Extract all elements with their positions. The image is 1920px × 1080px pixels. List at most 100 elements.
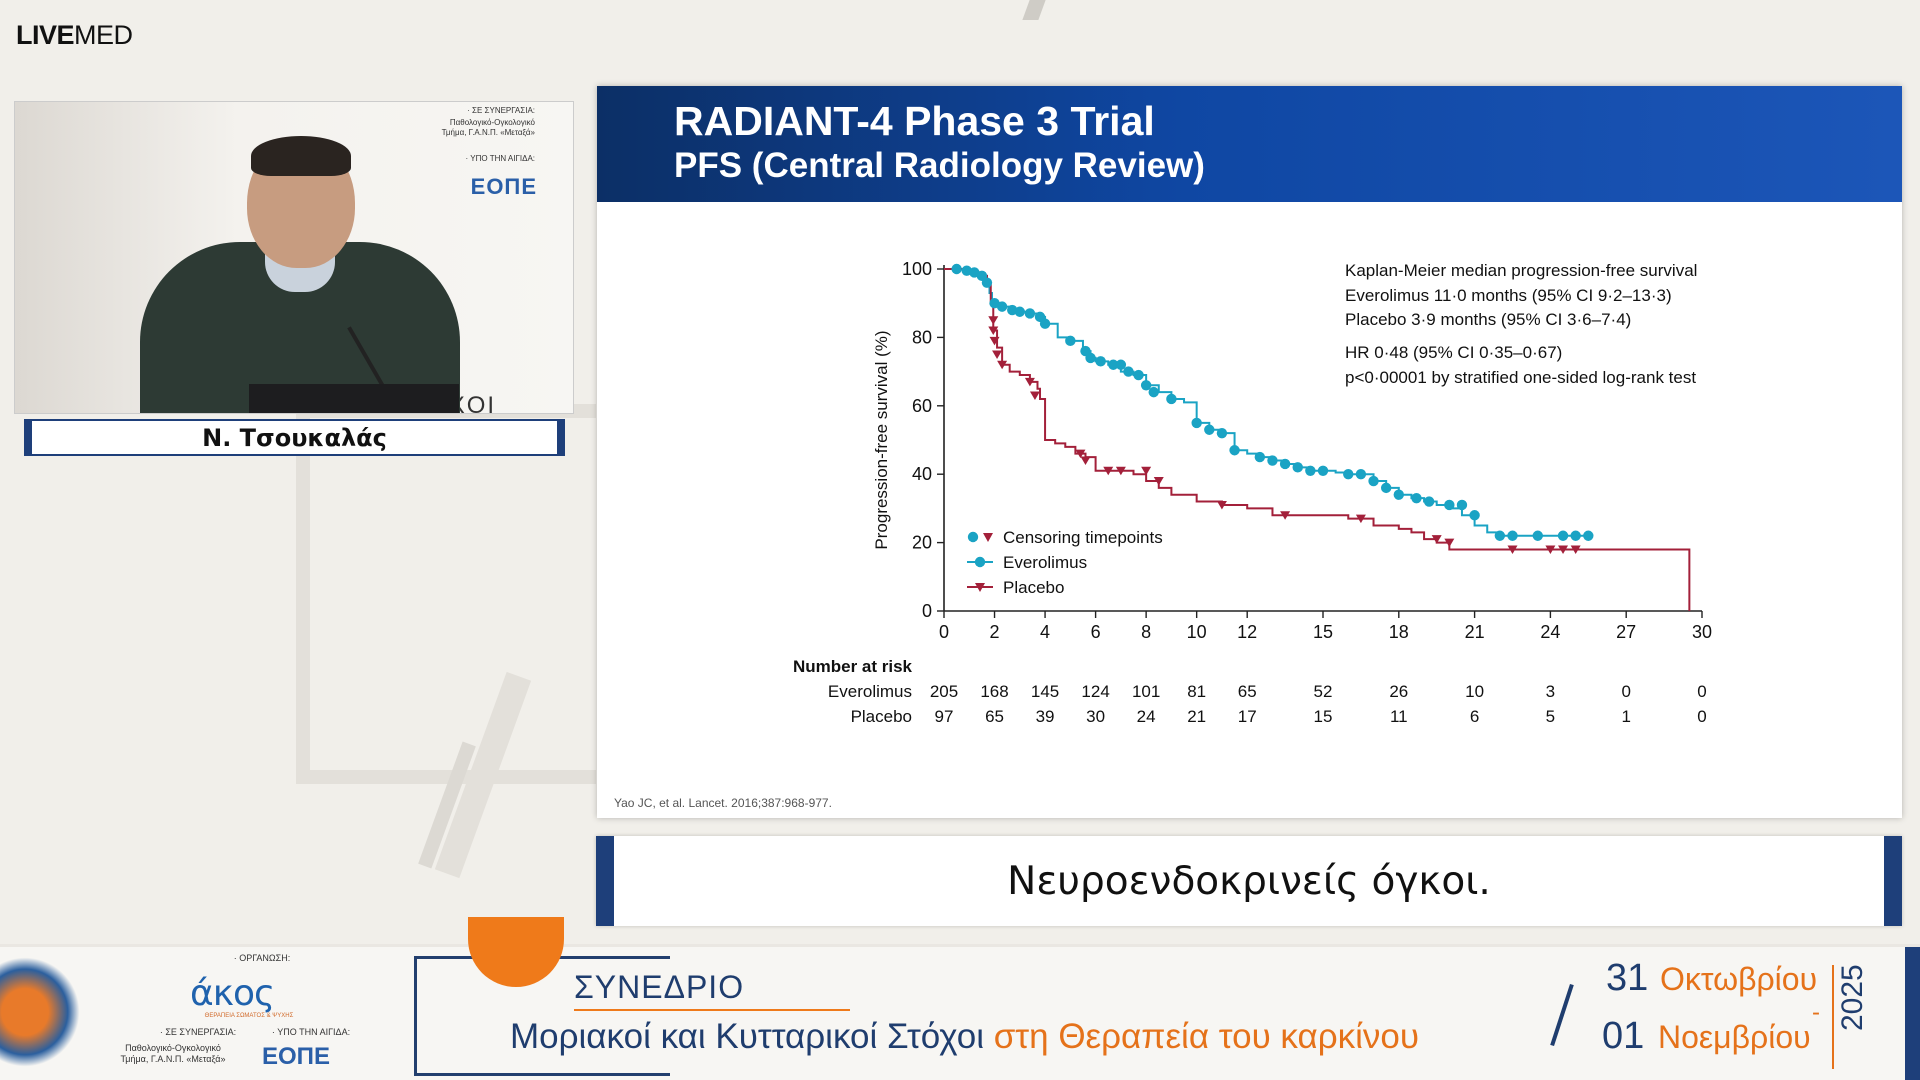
footer-collab-label: · ΣΕ ΣΥΝΕΡΓΑΣΙΑ: [159, 1027, 237, 1037]
date-start-month: Οκτωβρίου [1660, 961, 1818, 997]
speaker-name-bar: Ν. Τσουκαλάς [24, 419, 565, 456]
x-tick-label: 18 [1389, 622, 1409, 642]
censor-marker-placebo [1444, 538, 1455, 548]
risk-cell: 3 [1546, 682, 1555, 701]
censor-marker-everolimus [1204, 424, 1215, 435]
censor-marker-everolimus [1095, 356, 1106, 367]
conference-label: ΣΥΝΕΔΡΙΟ [574, 969, 745, 1005]
stats-line-1: Kaplan-Meier median progression-free sur… [1345, 261, 1697, 280]
caption-bar: Νευροενδοκρινείς όγκοι. [596, 836, 1902, 926]
censor-marker-placebo [1080, 456, 1091, 466]
censor-marker-placebo [1075, 449, 1086, 459]
risk-row-label: Placebo [851, 707, 912, 726]
background-frame-decoration [296, 404, 596, 784]
date-slash-divider [1550, 983, 1574, 1047]
speaker-hair [251, 136, 351, 176]
x-tick-label: 4 [1040, 622, 1050, 642]
footer-right-edge [1905, 947, 1920, 1080]
censor-marker-placebo [989, 336, 1000, 346]
x-tick-label: 24 [1540, 622, 1560, 642]
censor-marker-everolimus [1583, 530, 1594, 541]
x-tick-label: 6 [1091, 622, 1101, 642]
livemed-logo: LIVEMED [16, 20, 133, 51]
footer-collab-dept-2: Τμήμα, Γ.Α.Ν.Π. «Μεταξά» [120, 1054, 226, 1064]
risk-table-header: Number at risk [793, 657, 913, 676]
censor-marker-everolimus [1267, 455, 1278, 466]
risk-cell: 21 [1187, 707, 1206, 726]
legend-censor-triangle [983, 533, 993, 542]
slide-citation: Yao JC, et al. Lancet. 2016;387:968-977. [614, 796, 832, 810]
logo-bold: LIVE [16, 20, 75, 50]
y-tick-label: 60 [912, 396, 932, 416]
x-tick-label: 12 [1237, 622, 1257, 642]
censor-marker-placebo [1216, 500, 1227, 510]
y-tick-label: 0 [922, 601, 932, 621]
background-top-decoration [1022, 0, 1046, 20]
risk-row-label: Everolimus [828, 682, 912, 701]
conference-title-main: Μοριακοί και Κυτταρικοί Στόχοι [510, 1017, 994, 1056]
censor-marker-everolimus [1444, 499, 1455, 511]
conference-title: Μοριακοί και Κυτταρικοί Στόχοι στη Θεραπ… [510, 1017, 1419, 1057]
censor-marker-placebo [988, 316, 999, 325]
x-tick-label: 10 [1187, 622, 1207, 642]
slide-subtitle: PFS (Central Radiology Review) [674, 146, 1205, 185]
censor-marker-everolimus [1148, 386, 1159, 398]
risk-cell: 17 [1238, 707, 1257, 726]
censor-marker-placebo [1115, 466, 1126, 476]
censor-marker-everolimus [1039, 318, 1051, 329]
stats-line-2: Everolimus 11·0 months (95% CI 9·2–13·3) [1345, 286, 1672, 305]
km-curve-everolimus [944, 268, 1589, 537]
censor-marker-everolimus [1123, 366, 1134, 377]
video-collab-dept-2: Τμήμα, Γ.Α.Ν.Π. «Μεταξά» [441, 128, 535, 137]
legend-label-placebo: Placebo [1003, 578, 1064, 597]
censor-marker-placebo [1558, 545, 1569, 554]
date-start-day: 31 [1606, 957, 1649, 999]
censor-marker-everolimus [1065, 335, 1076, 347]
x-tick-label: 27 [1616, 622, 1636, 642]
legend-marker-everolimus [974, 556, 986, 568]
risk-cell: 65 [985, 707, 1004, 726]
censor-marker-everolimus [1133, 369, 1144, 381]
risk-cell: 168 [980, 682, 1008, 701]
speaker-name: Ν. Τσουκαλάς [202, 423, 387, 452]
censor-marker-everolimus [1254, 451, 1266, 463]
risk-cell: 5 [1546, 707, 1555, 726]
x-tick-label: 2 [990, 622, 1000, 642]
censor-marker-everolimus [1085, 352, 1096, 364]
risk-cell: 39 [1036, 707, 1055, 726]
akos-logo: άκος [190, 973, 275, 1014]
censor-marker-placebo [997, 360, 1008, 370]
censor-marker-everolimus [1393, 489, 1404, 500]
censor-marker-everolimus [996, 301, 1008, 312]
risk-cell: 145 [1031, 682, 1059, 701]
video-collab-dept-1: Παθολογικό-Ογκολογικό [449, 118, 535, 127]
censor-marker-everolimus [1456, 499, 1468, 511]
footer-paint-splash [0, 957, 80, 1067]
censor-marker-everolimus [1108, 359, 1119, 370]
date-end-month: Νοεμβρίου [1658, 1019, 1811, 1055]
legend-label-everolimus: Everolimus [1003, 553, 1087, 572]
risk-cell: 15 [1314, 707, 1333, 726]
risk-cell: 97 [935, 707, 954, 726]
conference-underline [574, 1009, 850, 1011]
risk-cell: 81 [1187, 682, 1206, 701]
presentation-slide: RADIANT-4 Phase 3 Trial PFS (Central Rad… [597, 86, 1902, 818]
censor-marker-everolimus [1014, 306, 1025, 317]
risk-cell: 30 [1086, 707, 1105, 726]
risk-cell: 11 [1390, 707, 1408, 726]
risk-cell: 65 [1238, 682, 1257, 701]
risk-cell: 52 [1314, 682, 1333, 701]
y-tick-label: 40 [912, 464, 932, 484]
x-tick-label: 30 [1692, 622, 1712, 642]
censor-marker-placebo [988, 326, 999, 336]
conference-year: 2025 [1836, 964, 1869, 1031]
censor-marker-everolimus [1166, 393, 1177, 405]
censor-marker-placebo [1507, 545, 1518, 554]
censor-marker-everolimus [1557, 530, 1569, 541]
censor-marker-everolimus [1279, 458, 1291, 470]
censor-marker-everolimus [1469, 510, 1480, 521]
censor-marker-everolimus [1355, 469, 1367, 480]
censor-marker-everolimus [1317, 465, 1329, 476]
risk-cell: 0 [1697, 707, 1706, 726]
akos-logo-subtitle: ΘΕΡΑΠΕΙΑ ΣΩΜΑΤΟΣ & ΨΥΧΗΣ [204, 1013, 294, 1019]
